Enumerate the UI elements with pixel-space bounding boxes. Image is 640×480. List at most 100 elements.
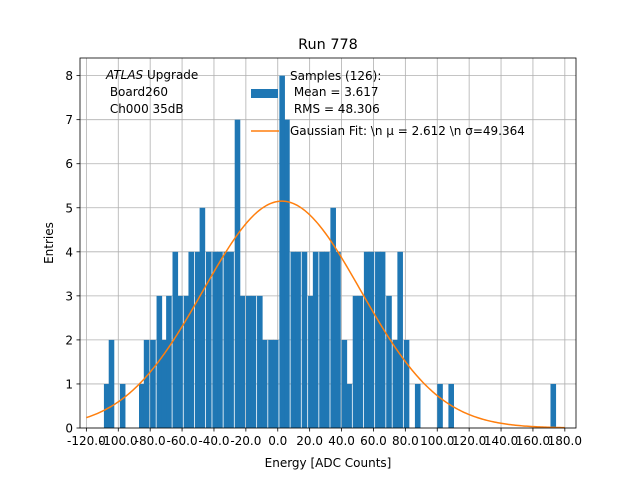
x-tick-label: 40.0 — [328, 434, 355, 448]
histogram-bar — [346, 383, 352, 428]
histogram-bar — [139, 383, 145, 428]
x-tick-label: 80.0 — [392, 434, 419, 448]
annotation-line-2: Board260 — [106, 85, 168, 99]
histogram-bar — [335, 251, 341, 428]
histogram-bar — [403, 339, 410, 428]
y-tick-label: 8 — [65, 69, 73, 83]
x-axis-label: Energy [ADC Counts] — [265, 456, 392, 470]
histogram-bar — [363, 251, 370, 428]
histogram-bar — [150, 339, 156, 428]
y-tick-label: 5 — [65, 201, 73, 215]
histogram-bar — [312, 251, 319, 428]
x-tick-label: -120.0 — [67, 434, 106, 448]
histogram-bar — [279, 75, 285, 428]
y-axis-ticks: 0 1 2 3 4 5 6 7 8 — [65, 69, 80, 436]
histogram-bar — [308, 295, 314, 428]
x-tick-label: -40.0 — [198, 434, 229, 448]
histogram-bar — [103, 383, 110, 428]
histogram-bar — [268, 339, 274, 428]
histogram-bar — [161, 339, 167, 428]
gaussian-fit-line — [86, 200, 565, 429]
histogram-bar — [108, 339, 115, 428]
histogram-bar — [437, 383, 443, 428]
y-tick-label: 0 — [65, 422, 73, 436]
y-tick-label: 4 — [65, 245, 73, 259]
x-tick-label: 180.0 — [548, 434, 582, 448]
histogram-bar — [550, 383, 557, 428]
x-tick-label: -20.0 — [230, 434, 261, 448]
histogram-bar — [301, 251, 308, 428]
histogram-bar — [295, 251, 301, 428]
x-tick-label: -60.0 — [167, 434, 198, 448]
histogram-bar — [199, 207, 206, 428]
histogram-bar — [245, 295, 252, 428]
histogram-bar — [379, 251, 386, 428]
histogram-bars — [103, 75, 557, 429]
histogram-bar — [119, 383, 126, 428]
plot-frame — [79, 57, 577, 429]
y-axis-label: Entries — [42, 222, 56, 264]
annotation-line-3: Ch000 35dB — [106, 102, 184, 116]
x-tick-label: -100.0 — [99, 434, 138, 448]
annotation-line-1: ATLAS Upgrade — [105, 68, 198, 82]
y-tick-label: 6 — [65, 157, 73, 171]
histogram-bar — [188, 251, 195, 428]
x-tick-label: 120.0 — [452, 434, 486, 448]
histogram-bar — [212, 251, 218, 428]
chart-title: Run 778 — [298, 37, 358, 53]
histogram-bar — [352, 295, 359, 428]
histogram-bar — [392, 339, 399, 428]
histogram-bar — [250, 295, 257, 428]
fit-layer — [86, 200, 565, 429]
y-tick-label: 1 — [65, 377, 73, 391]
legend-rms: RMS = 48.306 — [290, 102, 380, 116]
histogram-bar — [341, 339, 348, 428]
y-tick-label: 3 — [65, 289, 73, 303]
histogram-bar — [228, 251, 234, 428]
histogram-bar — [194, 251, 201, 428]
annotation-atlas: ATLAS — [105, 68, 144, 82]
histogram-bar — [386, 295, 392, 428]
x-axis-ticks: -120.0-100.0-80.0 -60.0 -40.0 -20.0 0.0 20.0 4… — [67, 428, 582, 448]
histogram-bar — [172, 251, 179, 428]
histogram-bar — [205, 251, 212, 428]
legend-bar-swatch — [251, 89, 278, 98]
histogram-bar — [261, 339, 268, 428]
histogram-bar — [330, 207, 336, 428]
histogram-bar — [397, 251, 403, 428]
histogram-bar — [284, 119, 290, 429]
histogram-bar — [234, 119, 241, 429]
x-tick-label: 20.0 — [296, 434, 323, 448]
legend-samples-count: Samples (126): — [290, 69, 381, 83]
histogram-bar — [375, 251, 381, 428]
histogram-bar — [290, 251, 297, 428]
x-tick-label: 60.0 — [360, 434, 387, 448]
histogram-bar — [239, 295, 246, 428]
histogram-bar — [357, 295, 364, 428]
histogram-bar — [324, 251, 330, 428]
legend-mean: Mean = 3.617 — [290, 85, 379, 99]
histogram-bar — [156, 295, 163, 428]
x-tick-label: 100.0 — [420, 434, 454, 448]
histogram-bar — [257, 295, 263, 428]
legend: Samples (126): Mean = 3.617 RMS = 48.306… — [251, 69, 525, 138]
histogram-bar — [183, 295, 190, 428]
histogram-bar — [177, 295, 183, 428]
x-tick-label: -80.0 — [135, 434, 166, 448]
histogram-bar — [319, 251, 325, 428]
histogram-bar — [223, 251, 230, 428]
annotation-upgrade: Upgrade — [143, 68, 198, 82]
histogram-bar — [272, 339, 279, 428]
x-tick-label: 0.0 — [268, 434, 287, 448]
legend-fit-label: Gaussian Fit: \n μ = 2.612 \n σ=49.364 — [290, 124, 525, 138]
x-tick-label: 160.0 — [516, 434, 550, 448]
y-tick-label: 2 — [65, 333, 73, 347]
histogram-bar — [143, 339, 150, 428]
histogram-bar — [166, 295, 172, 428]
x-tick-label: 140.0 — [484, 434, 518, 448]
histogram-bar — [217, 251, 223, 428]
histogram-bar — [368, 251, 375, 428]
histogram-bar — [414, 383, 421, 428]
